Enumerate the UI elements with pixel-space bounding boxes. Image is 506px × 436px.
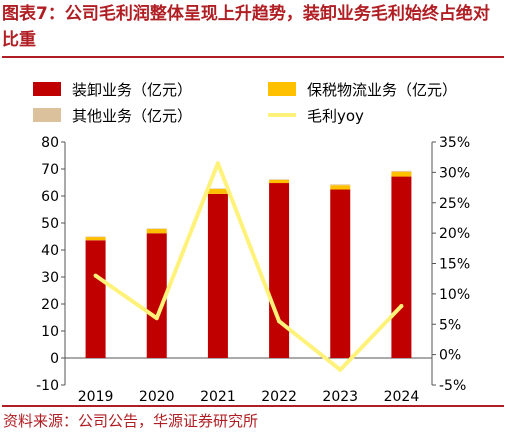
right-tick-label: 25% [439, 196, 470, 212]
x-tick-label: 2024 [384, 389, 420, 405]
legend-swatch-other [33, 108, 61, 122]
margin-yoy-point [399, 304, 404, 309]
margin-yoy-point [154, 316, 159, 321]
right-tick-label: 0% [439, 348, 461, 364]
margin-yoy-point [215, 161, 220, 166]
x-tick-label: 2019 [78, 389, 114, 405]
bar-bonded [207, 188, 228, 194]
legend-swatch-handling [33, 82, 61, 96]
figure-title: 图表7：公司毛利润整体呈现上升趋势，装卸业务毛利始终占绝对比重 [2, 4, 490, 50]
bar-other [85, 236, 106, 238]
left-tick-label: 60 [41, 189, 59, 205]
bars [85, 170, 412, 358]
x-tick-label: 2021 [200, 389, 236, 405]
bar-handling [269, 183, 290, 358]
margin-yoy-line [94, 161, 403, 372]
bar-handling [85, 240, 106, 358]
x-tick-label: 2023 [322, 389, 358, 405]
margin-yoy-point [338, 367, 343, 372]
left-tick-label: 70 [41, 162, 59, 178]
legend: 装卸业务（亿元） 保税物流业务（亿元） 其他业务（亿元） 毛利yoy [33, 81, 457, 125]
source-note: 资料来源：公司公告，华源证券研究所 [3, 412, 259, 430]
right-tick-label: 35% [439, 135, 470, 151]
legend-label-other: 其他业务（亿元） [72, 107, 192, 125]
x-tick-label: 2022 [261, 389, 297, 405]
left-tick-label: 40 [41, 243, 59, 259]
bar-other [391, 170, 412, 172]
left-tick-label: 80 [41, 135, 59, 151]
bar-other [146, 228, 167, 229]
bar-handling [207, 193, 228, 358]
bar-handling [330, 189, 351, 358]
bar-handling [391, 176, 412, 358]
bar-bonded [269, 179, 290, 184]
right-tick-label: 30% [439, 165, 470, 181]
title-divider [2, 56, 504, 58]
margin-line [93, 161, 404, 372]
left-tick-label: 10 [41, 324, 59, 340]
left-tick-label: 0 [50, 351, 59, 367]
legend-label-handling: 装卸业务（亿元） [72, 81, 192, 99]
right-tick-label: 5% [439, 317, 461, 333]
margin-yoy-point [93, 273, 98, 278]
bar-other [207, 188, 228, 189]
axes: -10 0 10 20 30 40 50 60 70 80 -5% 0% 5% 10% 15% 20% 25% 3… [36, 135, 470, 394]
left-tick-label: 50 [41, 216, 59, 232]
bar-bonded [330, 185, 351, 190]
x-axis-labels: 2019 2020 2021 2022 2023 2024 [78, 389, 420, 405]
margin-yoy-point [277, 319, 282, 324]
right-tick-label: 20% [439, 226, 470, 242]
bar-other [269, 179, 290, 180]
right-tick-label: 15% [439, 257, 470, 273]
legend-label-bonded: 保税物流业务（亿元） [307, 81, 457, 99]
left-tick-label: 30 [41, 270, 59, 286]
legend-label-margin: 毛利yoy [307, 107, 364, 125]
left-tick-label: -10 [36, 378, 59, 394]
bar-bonded [85, 237, 106, 241]
left-tick-label: 20 [41, 297, 59, 313]
right-tick-label: 10% [439, 287, 470, 303]
bar-bonded [146, 228, 167, 234]
x-tick-label: 2020 [139, 389, 175, 405]
bar-bonded [391, 171, 412, 177]
bar-other [330, 184, 351, 186]
legend-swatch-bonded [268, 82, 296, 96]
source-divider [2, 405, 504, 407]
bar-handling [146, 233, 167, 358]
right-tick-label: -5% [439, 378, 466, 394]
